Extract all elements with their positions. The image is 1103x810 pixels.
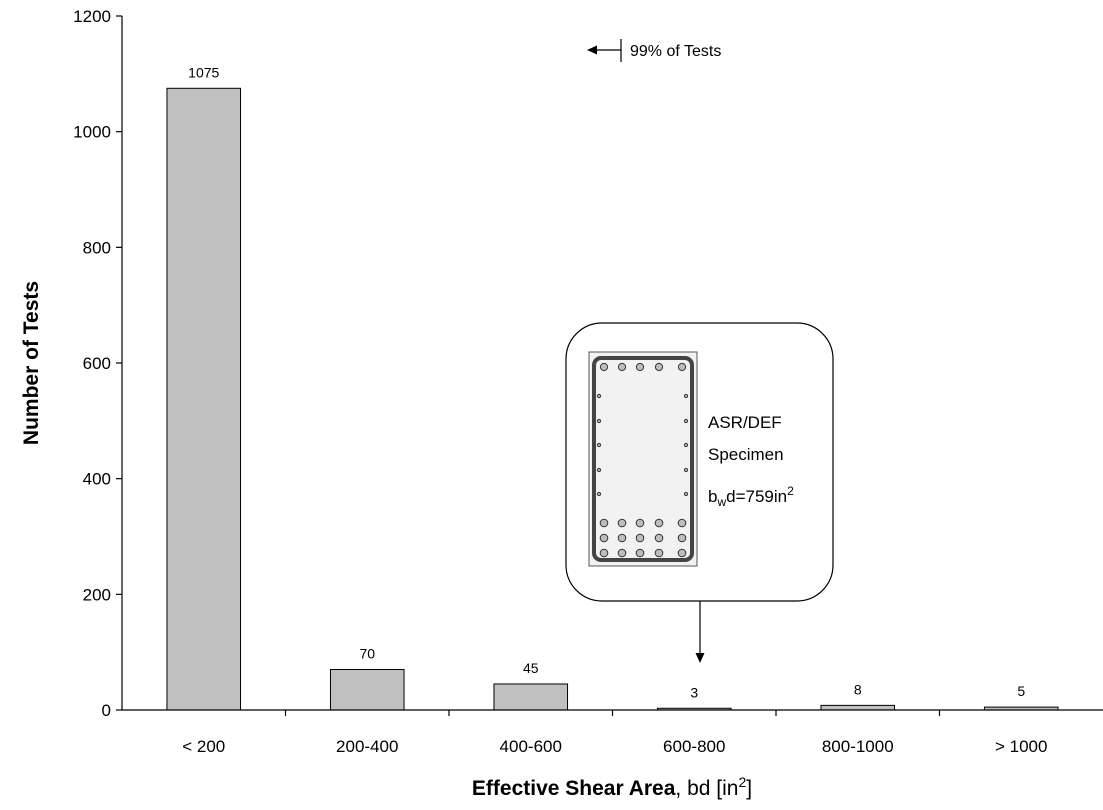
- y-tick-label: 400: [83, 470, 111, 489]
- specimen-pointer-head: [695, 653, 705, 663]
- rebar-dot: [683, 491, 689, 497]
- rebar-dot: [596, 467, 602, 473]
- bars-group: [166, 87, 1059, 711]
- specimen-area-sup: 2: [787, 484, 794, 498]
- x-axis-title-bold: Effective Shear Area: [472, 777, 676, 800]
- range-note-arrow-head: [587, 45, 597, 55]
- rebar-dot: [654, 533, 664, 543]
- rebar-dot: [596, 393, 602, 399]
- rebar-dot: [596, 418, 602, 424]
- rebar-dot: [677, 518, 687, 528]
- rebar-dot: [599, 533, 609, 543]
- x-category-label: 600-800: [663, 737, 725, 756]
- data-label: 3: [690, 684, 698, 700]
- rebar-dot: [683, 467, 689, 473]
- x-category-label: 400-600: [500, 737, 562, 756]
- data-labels-group: 1075 70 45 3 8 5: [188, 64, 1025, 700]
- specimen-label-line1: ASR/DEF: [708, 413, 782, 432]
- rebar-dot: [617, 518, 627, 528]
- rebar-dot: [617, 548, 627, 558]
- bar: [820, 704, 896, 711]
- x-ticks-group: < 200 200-400 400-600 600-800 800-1000 > 1000: [182, 710, 1047, 756]
- y-tick-label: 0: [102, 701, 111, 720]
- rebar-dot: [677, 548, 687, 558]
- rebar-dot: [635, 548, 645, 558]
- rebar-dot: [599, 548, 609, 558]
- y-axis-title: Number of Tests: [20, 281, 43, 445]
- rebar-dot: [617, 362, 627, 372]
- rebar-dot: [683, 418, 689, 424]
- x-category-label: 800-1000: [822, 737, 894, 756]
- x-category-label: 200-400: [336, 737, 398, 756]
- y-tick-label: 200: [83, 585, 111, 604]
- rebar-group: [596, 362, 689, 558]
- x-axis-title: Effective Shear Area, bd [in2]: [472, 774, 752, 800]
- x-category-label: > 1000: [995, 737, 1047, 756]
- rebar-dot: [596, 491, 602, 497]
- rebar-dot: [617, 533, 627, 543]
- data-label: 45: [523, 660, 539, 676]
- rebar-dot: [635, 518, 645, 528]
- rebar-dot: [654, 548, 664, 558]
- bar: [329, 669, 405, 711]
- data-label: 5: [1017, 683, 1025, 699]
- range-note-text: 99% of Tests: [630, 43, 721, 60]
- y-tick-label: 1200: [73, 7, 111, 26]
- beam-section-outline: [588, 351, 698, 567]
- x-axis-title-end: ]: [746, 777, 752, 800]
- specimen-area-w: w: [716, 495, 726, 509]
- x-axis-title-sup: 2: [738, 774, 746, 790]
- bar: [166, 87, 242, 711]
- y-tick-label: 600: [83, 354, 111, 373]
- rebar-dot: [683, 442, 689, 448]
- specimen-inset: ASR/DEF Specimen bwd=759in2: [565, 322, 834, 663]
- rebar-dot: [654, 362, 664, 372]
- x-category-label: < 200: [182, 737, 225, 756]
- specimen-area-label: bwd=759in2: [708, 484, 794, 509]
- y-tick-label: 800: [83, 238, 111, 257]
- rebar-dot: [599, 518, 609, 528]
- data-label: 8: [854, 681, 862, 697]
- rebar-dot: [677, 362, 687, 372]
- rebar-dot: [635, 533, 645, 543]
- rebar-dot: [599, 362, 609, 372]
- data-label: 1075: [188, 64, 219, 80]
- data-label: 70: [359, 646, 375, 662]
- rebar-dot: [635, 362, 645, 372]
- specimen-label-line2: Specimen: [708, 445, 784, 464]
- y-tick-label: 1000: [73, 123, 111, 142]
- specimen-area-eq: d=759in: [726, 487, 787, 506]
- range-note-annotation: 99% of Tests: [587, 39, 721, 62]
- specimen-area-b: b: [708, 487, 717, 506]
- rebar-dot: [677, 533, 687, 543]
- x-axis-title-rest: , bd [in: [675, 777, 738, 800]
- beam-stirrup: [592, 356, 694, 562]
- y-ticks-group: 0 200 400 600 800 1000 1200: [73, 7, 122, 720]
- rebar-dot: [654, 518, 664, 528]
- rebar-dot: [683, 393, 689, 399]
- bar: [493, 683, 569, 711]
- rebar-dot: [596, 442, 602, 448]
